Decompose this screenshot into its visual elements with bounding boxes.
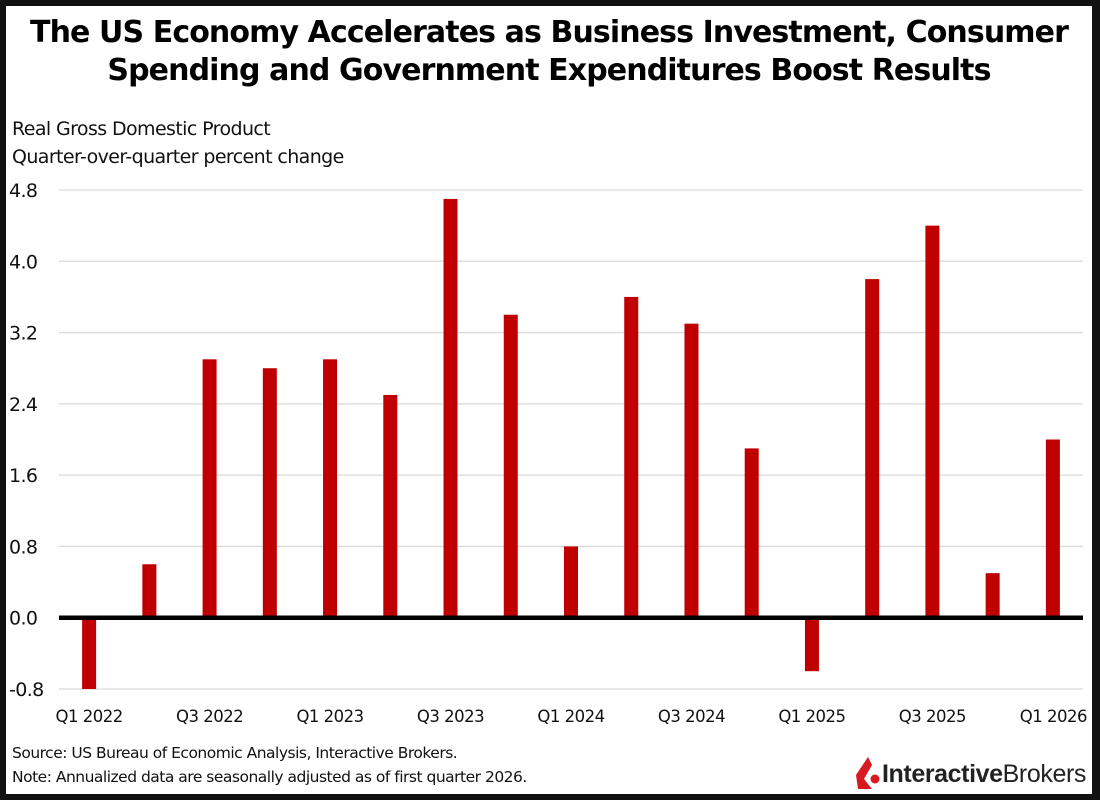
bar-q1-2023 [323, 359, 338, 618]
bar-q1-2024 [564, 546, 578, 618]
chart-subtitle-series: Real Gross Domestic Product [12, 118, 271, 140]
x-tick-label: Q1 2024 [537, 707, 604, 726]
y-tick-label: 1.6 [9, 465, 37, 487]
bar-q1-2022 [82, 617, 97, 689]
logo-wordmark-bold: Interactive [881, 759, 1003, 788]
source-note: Source: US Bureau of Economic Analysis, … [12, 744, 458, 762]
logo-wordmark-regular: Brokers [1002, 759, 1087, 788]
bar-q3-2024 [684, 323, 699, 618]
y-tick-label: -0.8 [9, 679, 44, 701]
y-axis-tick-labels: 4.8 4.0 3.2 2.4 1.6 0.8 0.0 -0.8 [9, 180, 44, 701]
chart-subtitle-units: Quarter-over-quarter percent change [12, 146, 344, 168]
y-tick-label: 2.4 [9, 394, 38, 416]
x-tick-label: Q1 2023 [296, 707, 363, 726]
bar-q3-2025 [925, 225, 940, 618]
x-tick-label: Q3 2024 [658, 707, 725, 726]
bar-q2-2023 [383, 394, 398, 618]
x-tick-label: Q3 2025 [899, 707, 966, 726]
y-tick-label: 4.0 [9, 251, 37, 273]
interactive-brokers-logo-icon [855, 757, 880, 789]
bar-q3-2023 [443, 198, 458, 618]
bar-q4-2024 [744, 448, 759, 618]
chart-title-line-1: The US Economy Accelerates as Business I… [30, 15, 1069, 50]
x-tick-label: Q1 2022 [56, 707, 123, 726]
bar-q1-2026 [1045, 439, 1060, 618]
methodology-note: Note: Annualized data are seasonally adj… [12, 768, 527, 786]
bar-q4-2022 [262, 368, 277, 618]
y-tick-label: 0.0 [9, 608, 37, 630]
logo-wordmark: InteractiveBrokers [882, 760, 1086, 789]
x-axis-tick-labels: Q1 2022 Q3 2022 Q1 2023 Q3 2023 Q1 2024 Q3 20… [56, 707, 1088, 726]
bar-q3-2022 [202, 359, 217, 618]
bar-q2-2022 [142, 564, 157, 618]
bar-q4-2023 [503, 314, 518, 618]
bars [82, 198, 1060, 689]
x-tick-label: Q1 2025 [778, 707, 845, 726]
bar-q1-2025 [804, 617, 819, 672]
y-tick-label: 0.8 [9, 536, 37, 558]
x-tick-label: Q1 2026 [1020, 707, 1087, 726]
x-tick-label: Q3 2023 [417, 707, 484, 726]
bar-q2-2025 [865, 279, 880, 618]
chart-title: The US Economy Accelerates as Business I… [6, 14, 1092, 90]
y-tick-label: 4.8 [9, 180, 37, 202]
bar-chart: 4.8 4.0 3.2 2.4 1.6 0.8 0.0 -0.8 Q1 2022 Q3 2022… [9, 180, 1088, 726]
bar-q4-2025 [985, 573, 1000, 618]
chart-title-line-2: Spending and Government Expenditures Boo… [107, 53, 991, 88]
interactive-brokers-logo: InteractiveBrokers [854, 756, 1086, 792]
x-tick-label: Q3 2022 [176, 707, 243, 726]
chart-frame: The US Economy Accelerates as Business I… [6, 6, 1092, 794]
y-tick-label: 3.2 [9, 323, 37, 345]
bar-q2-2024 [624, 296, 639, 618]
